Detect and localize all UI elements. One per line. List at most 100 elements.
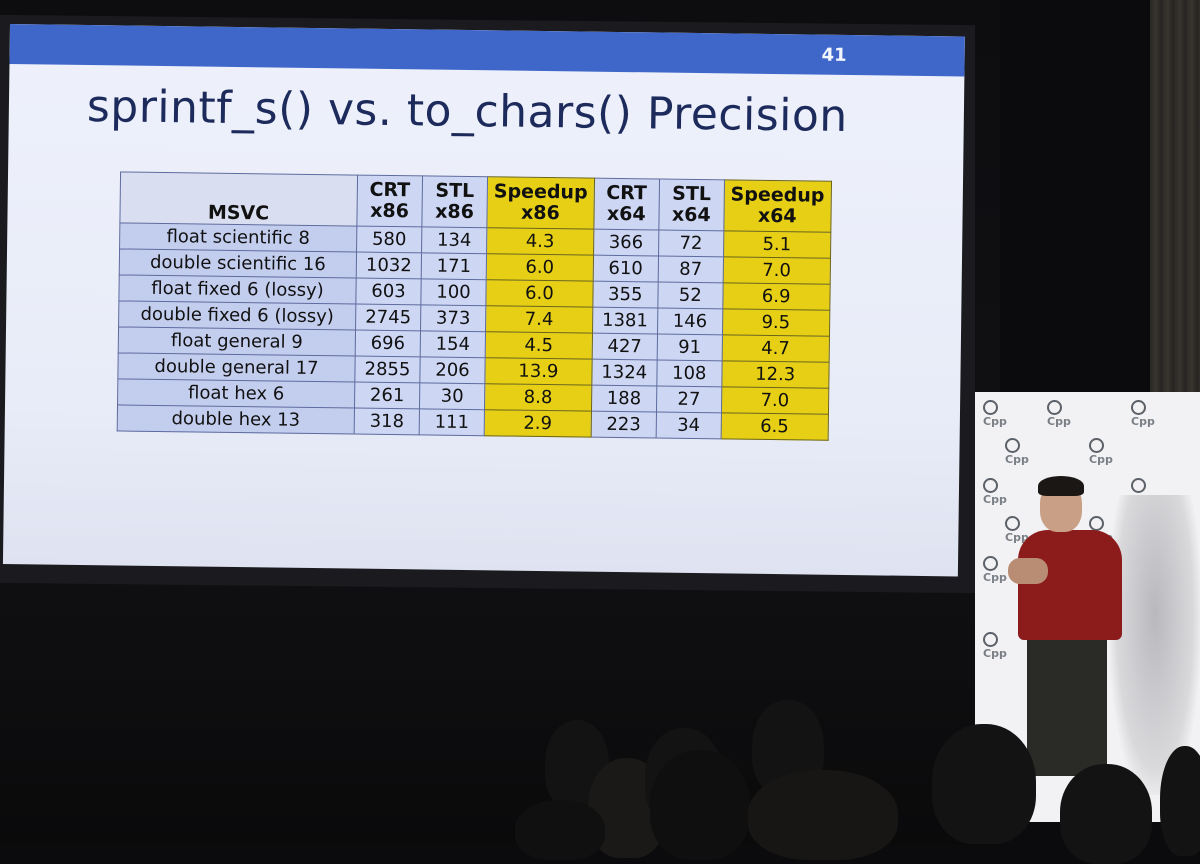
header-line: x86 xyxy=(520,201,560,225)
crt-x86-cell: 1032 xyxy=(356,252,422,279)
cpp-logo: Cpp xyxy=(1005,438,1035,466)
column-header: STL x86 xyxy=(421,175,488,228)
crt-x64-cell: 1324 xyxy=(591,359,657,386)
cpp-logo: Cpp xyxy=(1089,438,1119,466)
header-line: Speedup xyxy=(730,183,825,207)
column-header: CRT x86 xyxy=(356,175,423,227)
speaker-shadow xyxy=(1110,495,1200,795)
stl-x86-cell: 171 xyxy=(421,252,487,280)
stl-x86-cell: 100 xyxy=(420,278,487,306)
crt-x64-cell: 188 xyxy=(591,385,657,412)
cpp-logo: Cpp xyxy=(983,400,1013,428)
cpp-logo: Cpp xyxy=(1131,478,1161,506)
crt-x86-cell: 318 xyxy=(354,408,420,435)
audience-head xyxy=(650,750,750,860)
speedup-x86-cell: 6.0 xyxy=(486,253,594,282)
header-line: x86 xyxy=(435,200,475,224)
stl-x64-cell: 108 xyxy=(656,359,722,387)
crt-x64-cell: 1381 xyxy=(592,307,658,334)
row-label: double scientific 16 xyxy=(119,248,357,279)
speedup-x86-cell: 8.8 xyxy=(484,383,592,412)
cpp-logo: Cpp xyxy=(1005,516,1035,544)
speaker-hand xyxy=(1008,558,1048,584)
row-label: double fixed 6 (lossy) xyxy=(118,300,356,331)
crt-x86-cell: 696 xyxy=(355,330,421,357)
row-label: double hex 13 xyxy=(117,404,355,435)
stl-x64-cell: 146 xyxy=(657,308,723,335)
stl-x86-cell: 154 xyxy=(420,330,486,358)
corner-header: MSVC xyxy=(119,171,358,227)
audience-head xyxy=(748,770,898,860)
side-curtain xyxy=(1150,0,1200,400)
speedup-x86-cell: 2.9 xyxy=(484,409,592,438)
stl-x86-cell: 30 xyxy=(419,382,485,410)
header-line: STL xyxy=(435,179,475,203)
stl-x86-cell: 111 xyxy=(419,408,485,436)
speaker-hair xyxy=(1038,476,1084,496)
stl-x86-cell: 206 xyxy=(419,356,486,384)
stl-x64-cell: 87 xyxy=(657,256,724,283)
cpp-logo: Cpp xyxy=(983,478,1013,506)
row-label: float fixed 6 (lossy) xyxy=(118,274,357,305)
table-header-row: MSVC CRT x86 STL x86 Speedup x86 CRT x64 STL… xyxy=(119,171,832,233)
slide-number: 41 xyxy=(821,44,847,66)
header-line: x86 xyxy=(370,199,410,223)
column-header: CRT x64 xyxy=(593,178,660,231)
row-label: float hex 6 xyxy=(117,378,355,409)
audience xyxy=(0,690,1200,864)
header-line: Speedup xyxy=(493,180,588,204)
cpp-logo: Cpp xyxy=(1131,400,1161,428)
crt-x64-cell: 366 xyxy=(593,229,659,257)
speedup-x86-cell: 13.9 xyxy=(484,357,592,386)
speaker-trousers xyxy=(1027,636,1107,776)
audience-head xyxy=(1160,746,1200,856)
speedup-x64-cell: 6.9 xyxy=(722,282,830,311)
header-line: CRT xyxy=(606,181,648,205)
stl-x64-cell: 72 xyxy=(658,230,724,257)
cpp-logo: Cpp xyxy=(983,632,1013,660)
speaker-shirt xyxy=(1018,530,1122,640)
row-label: float general 9 xyxy=(118,326,356,357)
stl-x64-cell: 34 xyxy=(655,411,722,439)
speedup-x86-cell: 6.0 xyxy=(485,279,593,308)
crt-x86-cell: 603 xyxy=(355,278,422,305)
row-label: float scientific 8 xyxy=(119,222,357,253)
speedup-x64-cell: 5.1 xyxy=(723,230,831,259)
column-header: STL x64 xyxy=(658,179,725,231)
speedup-x64-cell: 6.5 xyxy=(720,412,829,441)
crt-x86-cell: 580 xyxy=(356,226,422,253)
header-line: CRT xyxy=(369,178,411,202)
header-line: STL xyxy=(672,182,712,206)
crt-x64-cell: 355 xyxy=(592,281,658,309)
audience-head xyxy=(932,724,1036,844)
header-line: x64 xyxy=(757,204,797,228)
crt-x64-cell: 427 xyxy=(591,333,658,360)
speedup-column-header: Speedup x86 xyxy=(486,176,595,230)
speedup-x64-cell: 4.7 xyxy=(721,334,830,363)
header-line: x64 xyxy=(671,203,711,227)
speedup-x64-cell: 9.5 xyxy=(722,308,830,337)
speedup-x64-cell: 12.3 xyxy=(721,360,829,389)
cpp-logo: Cpp xyxy=(1047,400,1077,428)
crt-x86-cell: 261 xyxy=(354,382,420,409)
speedup-x86-cell: 4.3 xyxy=(486,227,594,256)
row-label: double general 17 xyxy=(117,352,356,383)
crt-x64-cell: 223 xyxy=(590,411,657,438)
speedup-x64-cell: 7.0 xyxy=(721,386,829,415)
cpp-logo: Cpp xyxy=(983,556,1013,584)
crt-x64-cell: 610 xyxy=(592,255,659,283)
crt-x86-cell: 2745 xyxy=(355,304,421,331)
stl-x86-cell: 373 xyxy=(420,304,486,332)
presentation-slide: 41 sprintf_s() vs. to_chars() Precision … xyxy=(2,24,965,577)
speedup-x86-cell: 4.5 xyxy=(485,331,593,360)
speedup-x86-cell: 7.4 xyxy=(485,305,593,334)
slide-title: sprintf_s() vs. to_chars() Precision xyxy=(86,81,849,142)
audience-head xyxy=(515,800,605,860)
speedup-column-header: Speedup x64 xyxy=(723,179,832,233)
audience-head xyxy=(1060,764,1152,864)
header-line: x64 xyxy=(606,202,646,226)
stl-x64-cell: 91 xyxy=(656,333,723,361)
benchmark-table: MSVC CRT x86 STL x86 Speedup x86 CRT x64 STL… xyxy=(117,171,832,441)
stl-x64-cell: 27 xyxy=(656,385,722,413)
stl-x86-cell: 134 xyxy=(421,226,487,254)
